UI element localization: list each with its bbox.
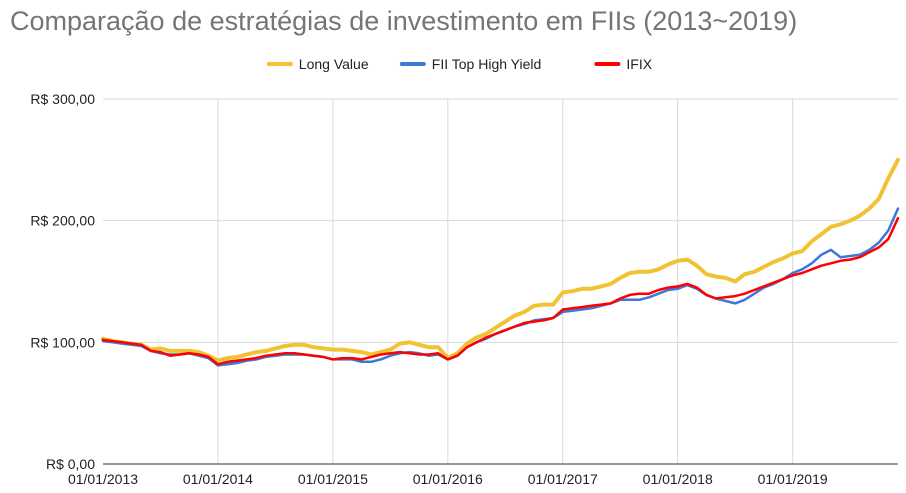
x-axis-ticks: 01/01/2013 01/01/2014 01/01/2015 01/01/2016…: [68, 471, 828, 487]
series-line-ifix: [101, 216, 900, 366]
legend-item: IFIX: [594, 56, 653, 72]
legend-item: Long Value: [266, 56, 369, 72]
x-tick-label: 01/01/2017: [528, 471, 598, 487]
chart-title: Comparação de estratégias de investiment…: [10, 6, 797, 36]
y-tick-label: R$ 300,00: [30, 91, 95, 107]
series-lines: [101, 157, 900, 367]
gridlines: [103, 98, 898, 464]
x-tick-label: 01/01/2016: [413, 471, 483, 487]
y-tick-label: R$ 100,00: [30, 334, 95, 350]
y-tick-label: R$ 0,00: [46, 456, 95, 472]
legend-label: IFIX: [626, 56, 652, 72]
series-line-long-value: [101, 157, 900, 363]
y-axis-ticks: R$ 0,00 R$ 100,00 R$ 200,00 R$ 300,00: [30, 91, 95, 472]
x-tick-label: 01/01/2014: [183, 471, 253, 487]
x-tick-label: 01/01/2018: [643, 471, 713, 487]
x-tick-label: 01/01/2013: [68, 471, 138, 487]
legend: Long Value FII Top High Yield IFIX: [266, 56, 653, 72]
legend-label: Long Value: [299, 56, 369, 72]
legend-item: FII Top High Yield: [399, 56, 541, 72]
x-tick-label: 01/01/2019: [758, 471, 828, 487]
legend-label: FII Top High Yield: [432, 56, 541, 72]
x-tick-label: 01/01/2015: [298, 471, 368, 487]
y-tick-label: R$ 200,00: [30, 213, 95, 229]
